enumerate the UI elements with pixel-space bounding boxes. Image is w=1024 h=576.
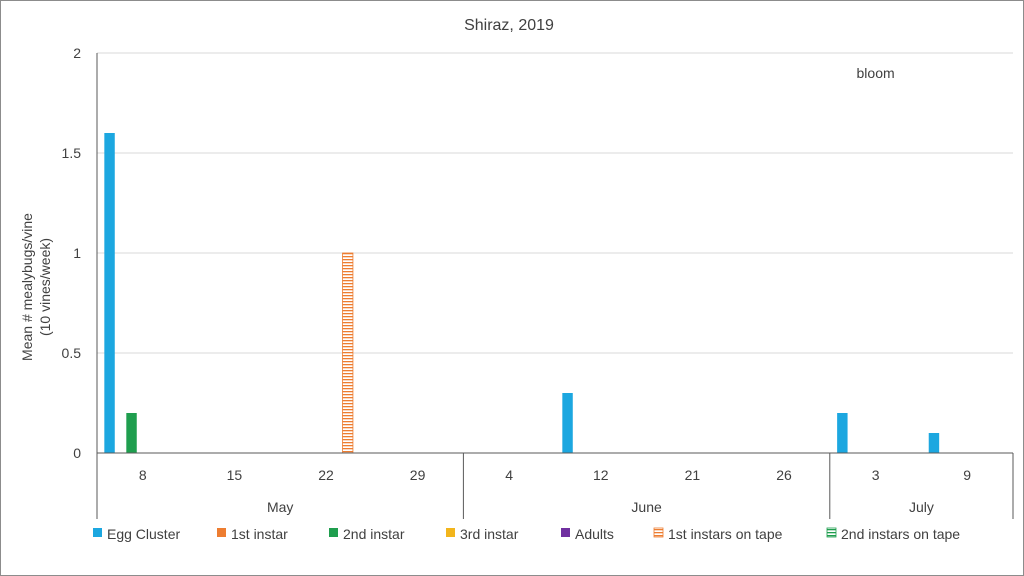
x-group-label: July	[909, 499, 934, 515]
x-group-label: May	[267, 499, 293, 515]
x-tick-label: 21	[685, 467, 701, 483]
legend-item: 1st instars on tape	[653, 526, 783, 542]
bar	[562, 393, 573, 453]
x-tick-label: 15	[227, 467, 243, 483]
legend-swatch	[653, 527, 664, 538]
legend-swatch	[217, 528, 226, 537]
chart-title: Shiraz, 2019	[464, 17, 554, 34]
x-tick-label: 8	[139, 467, 147, 483]
bar	[928, 433, 940, 453]
legend-swatch	[826, 527, 837, 538]
legend-item: Adults	[561, 526, 614, 542]
x-tick-label: 22	[318, 467, 334, 483]
legend-swatch	[561, 528, 570, 537]
legend-label: 1st instars on tape	[668, 526, 783, 542]
legend-label: 2nd instar	[343, 526, 405, 542]
legend-swatch	[329, 528, 338, 537]
x-tick-label: 26	[776, 467, 792, 483]
annotation-label: bloom	[857, 65, 895, 81]
bar	[837, 413, 848, 453]
annotations: bloom	[857, 65, 895, 81]
gridlines	[97, 52, 1013, 354]
bar	[342, 252, 354, 454]
x-group-label: June	[631, 499, 662, 515]
x-axis: 8 15 22 29 4 12 21 26 3 9 May June July	[96, 452, 1014, 519]
legend-swatch	[446, 528, 455, 537]
y-tick-label: 0	[73, 445, 81, 461]
x-tick-label: 4	[505, 467, 513, 483]
x-tick-label: 3	[872, 467, 880, 483]
bars	[104, 133, 940, 454]
legend-label: 1st instar	[231, 526, 288, 542]
legend-label: 2nd instars on tape	[841, 526, 960, 542]
legend-item: 2nd instar	[329, 526, 405, 542]
legend-item: 1st instar	[217, 526, 288, 542]
x-tick-label: 9	[963, 467, 971, 483]
legend-label: 3rd instar	[460, 526, 519, 542]
legend-label: Egg Cluster	[107, 526, 180, 542]
legend-swatch	[93, 528, 102, 537]
x-tick-label: 12	[593, 467, 609, 483]
legend: Egg Cluster 1st instar 2nd instar 3rd insta…	[93, 526, 960, 542]
bar	[104, 133, 115, 453]
y-axis: 0 0.5 1 1.5 2	[62, 45, 98, 461]
bar	[126, 413, 137, 453]
y-tick-label: 2	[73, 45, 81, 61]
legend-item: 2nd instars on tape	[826, 526, 960, 542]
y-tick-label: 0.5	[62, 345, 82, 361]
legend-label: Adults	[575, 526, 614, 542]
y-axis-label-line1: Mean # mealybugs/vine	[19, 213, 35, 361]
x-tick-label: 29	[410, 467, 426, 483]
legend-item: Egg Cluster	[93, 526, 180, 542]
y-tick-label: 1	[73, 245, 81, 261]
legend-item: 3rd instar	[446, 526, 519, 542]
y-axis-label-line2: (10 vines/week)	[37, 238, 53, 336]
y-tick-label: 1.5	[62, 145, 82, 161]
